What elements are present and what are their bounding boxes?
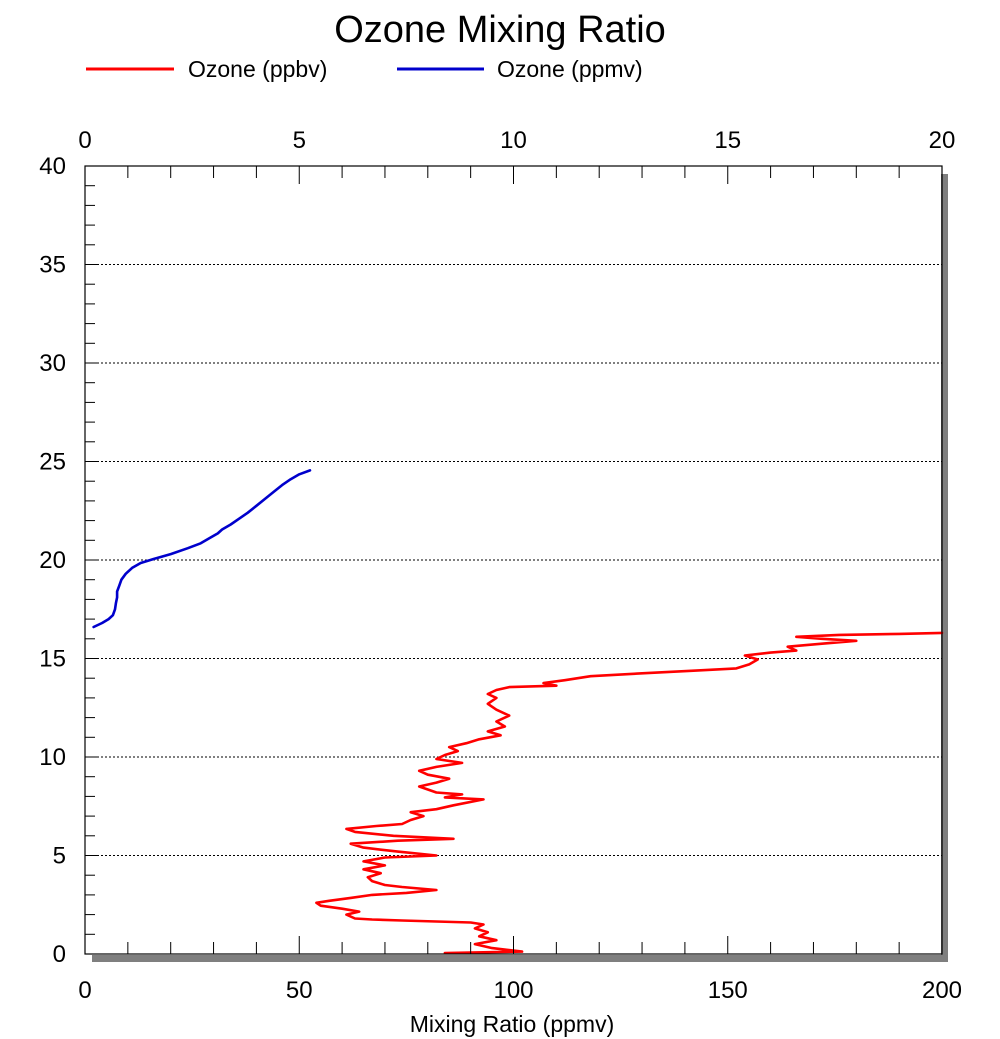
left-tick-label: 40 xyxy=(39,153,66,180)
legend-label-ppmv: Ozone (ppmv) xyxy=(497,56,643,82)
bottom-tick-label: 150 xyxy=(708,977,748,1004)
gridlines xyxy=(85,264,942,856)
left-tick-label: 30 xyxy=(39,350,66,377)
top-tick-label: 10 xyxy=(500,127,527,154)
series-layer xyxy=(92,469,944,955)
left-tick-label: 15 xyxy=(39,646,66,673)
left-tick-label: 20 xyxy=(39,547,66,574)
series-line-ppbv xyxy=(315,631,944,955)
top-tick-label: 20 xyxy=(929,127,956,154)
left-tick-label: 5 xyxy=(53,843,66,870)
series-line-ppmv xyxy=(92,469,312,629)
top-tick-label: 15 xyxy=(714,127,741,154)
x-axis-label: Mixing Ratio (ppmv) xyxy=(410,1011,615,1037)
legend-label-ppbv: Ozone (ppbv) xyxy=(188,56,327,82)
plot-shadow-right xyxy=(941,174,948,962)
top-tick-label: 0 xyxy=(78,127,91,154)
left-tick-label: 10 xyxy=(39,744,66,771)
bottom-tick-label: 200 xyxy=(922,977,962,1004)
plot-shadow-bottom xyxy=(92,955,948,962)
legend: Ozone (ppbv) Ozone (ppmv) xyxy=(86,56,643,82)
bottom-tick-label: 50 xyxy=(286,977,313,1004)
chart-title: Ozone Mixing Ratio xyxy=(334,9,666,51)
left-tick-label: 25 xyxy=(39,449,66,476)
bottom-tick-label: 0 xyxy=(78,977,91,1004)
top-axis: 0 5 10 15 20 xyxy=(78,127,955,184)
left-tick-label: 35 xyxy=(39,252,66,279)
left-tick-label: 0 xyxy=(53,941,66,968)
top-tick-label: 5 xyxy=(293,127,306,154)
bottom-tick-label: 100 xyxy=(493,977,533,1004)
left-axis: 0 5 10 15 20 25 30 35 40 xyxy=(39,153,99,968)
bottom-axis: 0 50 100 150 200 xyxy=(78,936,962,1004)
